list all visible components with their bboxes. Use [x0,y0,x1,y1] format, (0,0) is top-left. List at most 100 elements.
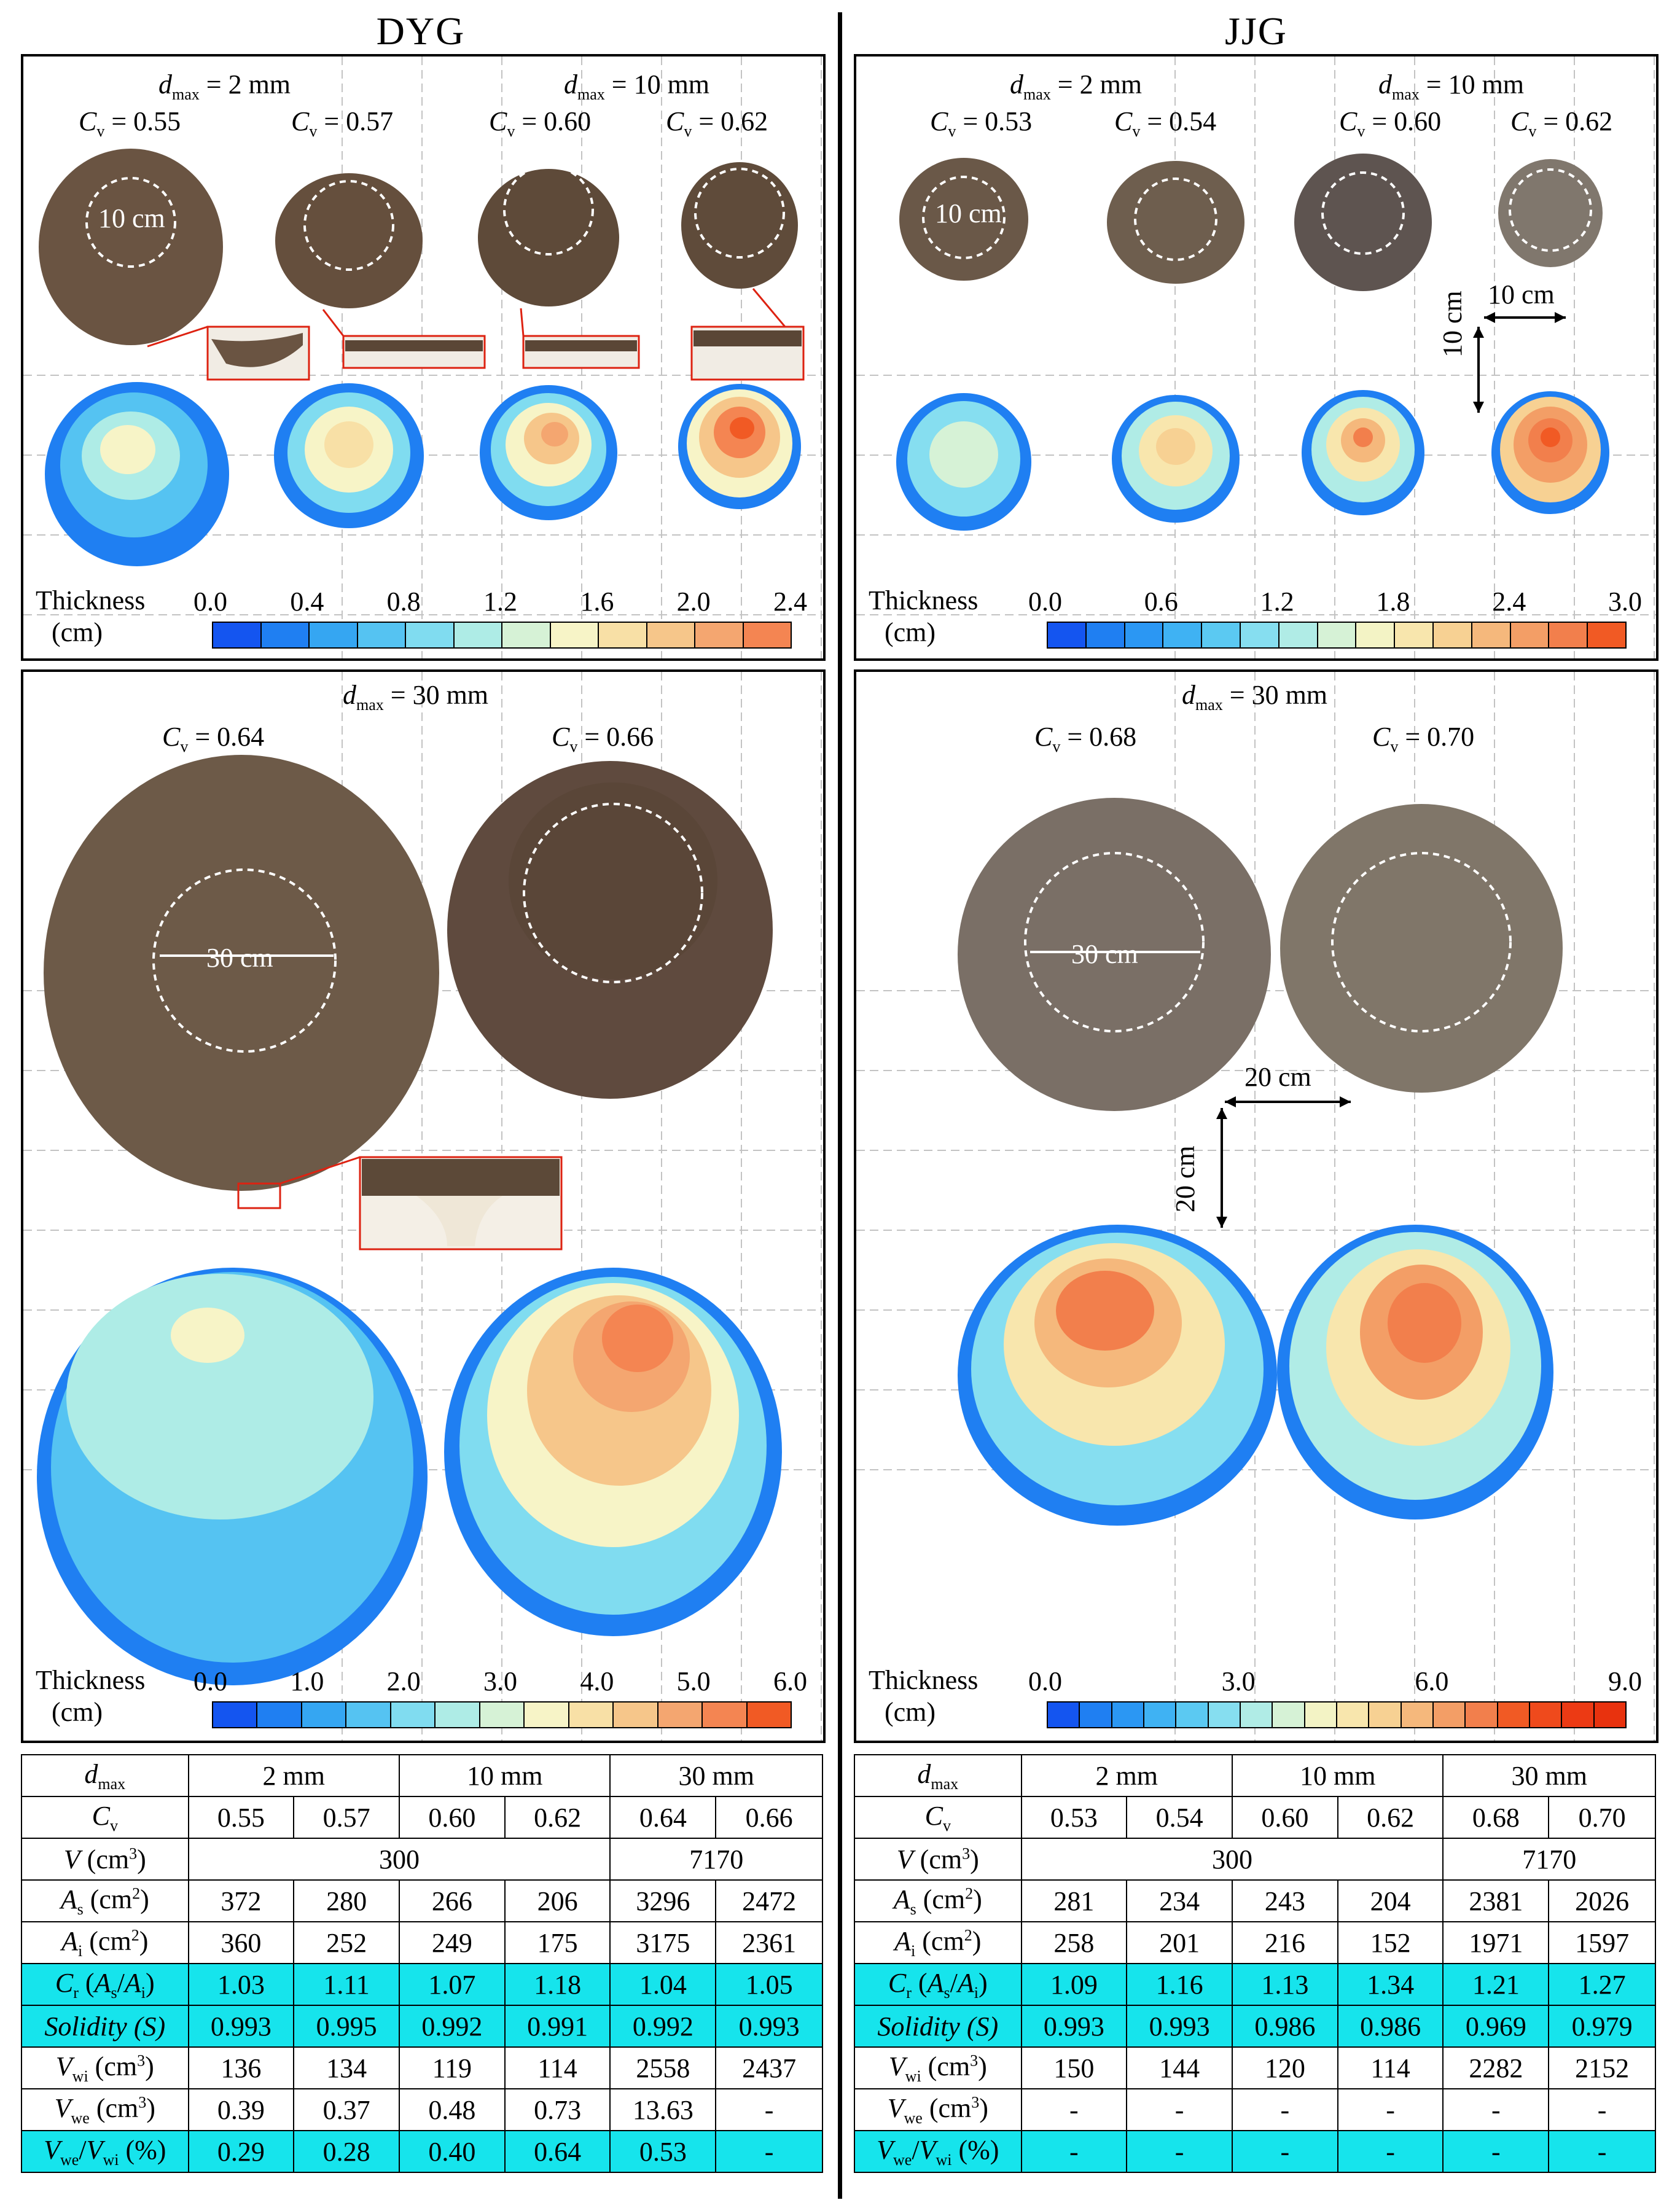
colorbar-swatch [436,1703,480,1727]
colorbar-left-top [212,622,792,649]
colorbar-swatch [743,623,791,647]
legend-unit: (cm) [52,617,103,647]
thickness-map-2 [1277,1225,1553,1519]
colorbar-tick-label: 9.0 [1608,1666,1642,1696]
cv-label-1: Cv = 0.53 [930,106,1033,140]
mud-sample-2 [1280,804,1563,1093]
colorbar-swatch [1125,623,1164,647]
row-label: V (cm3) [854,1838,1022,1881]
colorbar-swatch [257,1703,302,1727]
mud-sample-1 [899,158,1028,281]
colorbar-tick-label: 0.0 [193,587,227,617]
table-cell: - [1126,2130,1233,2173]
colorbar-swatch [1395,623,1434,647]
colorbar-swatch [1176,1703,1209,1727]
table-cell: 1.07 [398,1963,506,2006]
colorbar-swatch [480,1703,525,1727]
table-cell: 0.29 [187,2130,295,2173]
colorbar-swatch [695,623,744,647]
table-cell: 1.13 [1231,1963,1338,2006]
colorbar-swatch [1086,623,1125,647]
colorbar-swatch [1433,623,1472,647]
table-cell: 114 [1337,2046,1444,2089]
row-dmax: dmax 2 mm 10 mm 30 mm [21,1754,823,1797]
jjg-bottom-panel: dmax = 30 mm Cv = 0.68 Cv = 0.70 30 cm 2… [854,669,1659,1743]
table-cell: 0.969 [1442,2005,1550,2048]
row-cv: Cv 0.53 0.54 0.60 0.62 0.68 0.70 [854,1796,1656,1839]
row-ai: Ai (cm2) 258 201 216 152 1971 1597 [854,1921,1656,1964]
colorbar-swatch [213,1703,258,1727]
table-cell: 201 [1126,1921,1233,1964]
table-cell: 0.39 [187,2088,295,2131]
cv-label-2: Cv = 0.66 [552,722,654,755]
legend-unit: (cm) [885,1697,936,1727]
table-cell: 0.68 [1442,1796,1550,1839]
table-cell: 2282 [1442,2046,1550,2089]
table-cell: 1.04 [609,1963,717,2006]
colorbar-tick-label: 3.0 [483,1666,517,1696]
row-ai: Ai (cm2) 360 252 249 175 3175 2361 [21,1921,823,1964]
left-title: DYG [376,9,466,53]
table-cell: 0.48 [398,2088,506,2131]
table-cell: 1.18 [504,1963,611,2006]
table-cell: 204 [1337,1879,1444,1922]
colorbar-swatch [1562,1703,1595,1727]
dmax-label-30mm: dmax = 30 mm [1182,680,1328,714]
table-cell: 2152 [1548,2046,1656,2089]
table-cell: 3296 [609,1879,717,1922]
colorbar-swatch [454,623,502,647]
table-cell: 7170 [1442,1838,1656,1881]
table-cell: 0.993 [1020,2005,1128,2048]
colorbar-swatch [647,623,695,647]
table-cell: 249 [398,1921,506,1964]
table-cell: 1.16 [1126,1963,1233,2006]
row-label: As (cm2) [854,1879,1022,1922]
table-cell: 3175 [609,1921,717,1964]
thickness-map-1 [896,393,1031,531]
row-vwe: Vwe (cm3) ------ [854,2088,1656,2131]
table-cell: 216 [1231,1921,1338,1964]
colorbar-swatch [213,623,262,647]
colorbar-tick-label: 3.0 [1608,587,1642,617]
table-cell: 0.40 [398,2130,506,2173]
row-as: As (cm2) 281 234 243 204 2381 2026 [854,1879,1656,1922]
legend-title: Thickness [36,1665,146,1695]
row-label: Vwe (cm3) [21,2088,189,2131]
table-cell: - [1337,2088,1444,2131]
table-cell: 206 [504,1879,611,1922]
colorbar-swatch [550,623,599,647]
table-cell: 0.53 [609,2130,717,2173]
jjg-data-table: dmax 2 mm 10 mm 30 mm Cv 0.53 0.54 0.60 0.6… [854,1754,1656,2173]
table-cell: 266 [398,1879,506,1922]
table-cell: - [715,2130,823,2173]
row-cr: Cr (As/Ai) 1.03 1.11 1.07 1.18 1.04 1.05 [21,1963,823,2006]
colorbar-swatch [1337,1703,1370,1727]
colorbar-tick-label: 0.0 [1028,587,1062,617]
colorbar-swatch [1594,1703,1625,1727]
colorbar-tick-label: 1.6 [580,587,614,617]
colorbar-ticks-left-top: 0.0 0.4 0.8 1.2 1.6 2.0 2.4 [193,586,807,617]
legend-title: Thickness [36,585,146,615]
cv-label-1: Cv = 0.64 [162,722,265,755]
row-label: Cv [854,1796,1022,1839]
row-v: V (cm3) 300 7170 [21,1838,823,1881]
table-cell: 0.62 [504,1796,611,1839]
cv-label-3: Cv = 0.60 [489,106,592,140]
mud-sample-1 [44,755,439,1191]
table-cell: - [1548,2088,1656,2131]
table-cell: 252 [293,1921,400,1964]
scale-v-label: 10 cm [1437,291,1467,357]
table-cell: - [1020,2130,1128,2173]
table-cell: - [1442,2130,1550,2173]
table-cell: 134 [293,2046,400,2089]
table-cell: 1.11 [293,1963,400,2006]
colorbar-swatch [1202,623,1241,647]
table-cell: 0.993 [1126,2005,1233,2048]
colorbar-swatch [1466,1703,1498,1727]
cv-label-2: Cv = 0.57 [291,106,394,140]
table-cell: 30 mm [1442,1754,1656,1797]
colorbar-swatch [1318,623,1357,647]
jjg-top-panel: dmax = 2 mm dmax = 10 mm Cv = 0.53 Cv = … [854,54,1659,661]
colorbar-swatch [1163,623,1203,647]
legend-unit: (cm) [885,617,936,647]
